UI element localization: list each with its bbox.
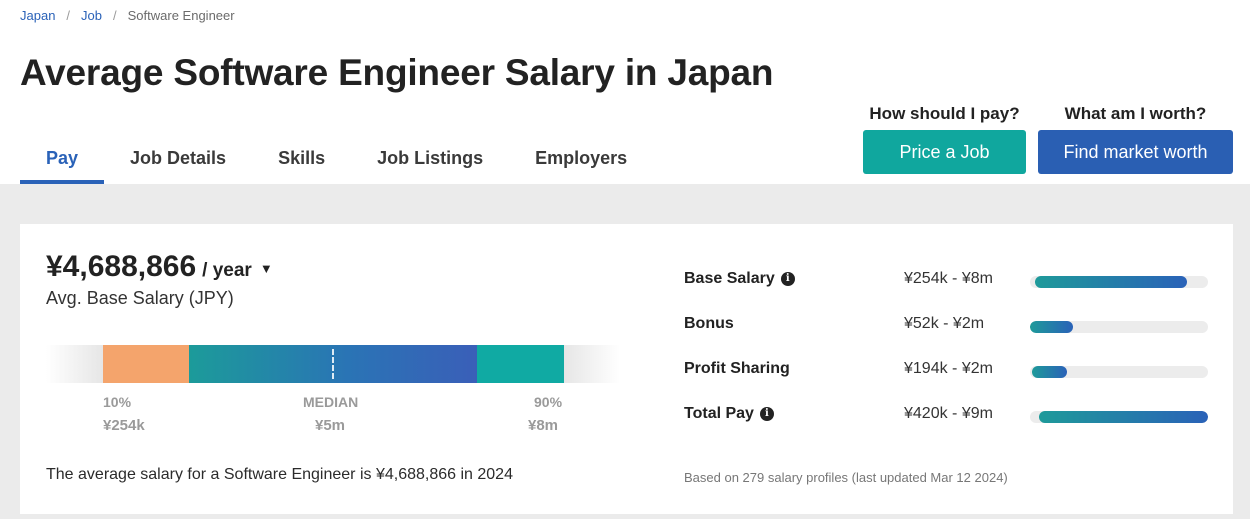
- salary-card: ¥4,688,866 / year ▼ Avg. Base Salary (JP…: [20, 224, 1233, 514]
- p10-label: 10%: [103, 394, 132, 410]
- range-bar-fill: [1031, 366, 1068, 378]
- breakdown-label: Total Pay i: [684, 405, 774, 423]
- breadcrumb-link-job[interactable]: Job: [81, 8, 103, 23]
- breakdown-row-bonus: Bonus ¥52k - ¥2m: [684, 315, 1214, 337]
- breadcrumb-separator: /: [113, 8, 117, 23]
- breakdown-row-total-pay: Total Pay i ¥420k - ¥9m: [684, 405, 1214, 427]
- breakdown-row-base-salary: Base Salary i ¥254k - ¥8m: [684, 270, 1214, 292]
- range-bar-fill: [1030, 321, 1073, 333]
- breakdown-label: Base Salary i: [684, 270, 795, 288]
- price-job-question: How should I pay?: [869, 104, 1020, 123]
- distribution-fade-right: [564, 345, 620, 383]
- distribution-segment-low: [103, 345, 189, 383]
- page-title: Average Software Engineer Salary in Japa…: [20, 52, 774, 93]
- breakdown-range: ¥420k - ¥9m: [904, 405, 993, 422]
- p90-value: ¥8m: [528, 417, 559, 434]
- breadcrumb-current: Software Engineer: [127, 8, 235, 23]
- breadcrumb-link-japan[interactable]: Japan: [20, 8, 56, 23]
- info-icon[interactable]: i: [780, 272, 795, 286]
- breakdown-range: ¥254k - ¥8m: [904, 270, 993, 287]
- salary-amount: ¥4,688,866: [46, 250, 197, 283]
- salary-amount-row: ¥4,688,866 / year ▼: [46, 250, 273, 284]
- breakdown-label: Bonus: [684, 315, 734, 332]
- breakdown-row-profit-sharing: Profit Sharing ¥194k - ¥2m: [684, 360, 1214, 382]
- info-icon[interactable]: i: [759, 407, 774, 421]
- tab-skills[interactable]: Skills: [278, 148, 326, 168]
- range-bar-fill: [1038, 411, 1208, 423]
- breakdown-range: ¥52k - ¥2m: [904, 315, 985, 332]
- range-bar-track: [1030, 366, 1208, 378]
- find-market-worth-button[interactable]: Find market worth: [1038, 130, 1233, 174]
- caret-down-icon[interactable]: ▼: [259, 261, 273, 276]
- market-worth-cta: What am I worth? Find market worth: [1038, 104, 1233, 174]
- range-bar-track: [1030, 321, 1208, 333]
- price-job-button[interactable]: Price a Job: [863, 130, 1026, 174]
- salary-label: Avg. Base Salary (JPY): [46, 288, 234, 308]
- p10-value: ¥254k: [103, 417, 145, 434]
- median-value: ¥5m: [315, 417, 346, 434]
- market-worth-question: What am I worth?: [1064, 104, 1207, 123]
- tab-pay[interactable]: Pay: [20, 136, 105, 184]
- range-bar-track: [1030, 276, 1208, 288]
- tab-bar: Pay Job Details Skills Job Listings Empl…: [20, 136, 653, 184]
- salary-period[interactable]: / year: [202, 260, 252, 281]
- distribution-segment-high: [477, 345, 564, 383]
- breadcrumb: Japan / Job / Software Engineer: [20, 8, 235, 23]
- median-label: MEDIAN: [303, 394, 359, 410]
- tab-job-listings[interactable]: Job Listings: [377, 148, 484, 168]
- breakdown-label: Profit Sharing: [684, 360, 790, 377]
- price-job-cta: How should I pay? Price a Job: [863, 104, 1026, 174]
- breadcrumb-separator: /: [66, 8, 71, 23]
- range-bar-track: [1030, 411, 1208, 423]
- range-bar-fill: [1035, 276, 1187, 288]
- p90-label: 90%: [534, 394, 563, 410]
- salary-distribution-bar: [46, 345, 620, 383]
- median-marker: [332, 349, 334, 379]
- tab-job-details[interactable]: Job Details: [130, 148, 227, 168]
- tab-employers[interactable]: Employers: [535, 148, 628, 168]
- average-salary-text: The average salary for a Software Engine…: [46, 466, 513, 483]
- distribution-fade-left: [46, 345, 103, 383]
- breakdown-range: ¥194k - ¥2m: [904, 360, 993, 377]
- based-on-note: Based on 279 salary profiles (last updat…: [684, 470, 1008, 485]
